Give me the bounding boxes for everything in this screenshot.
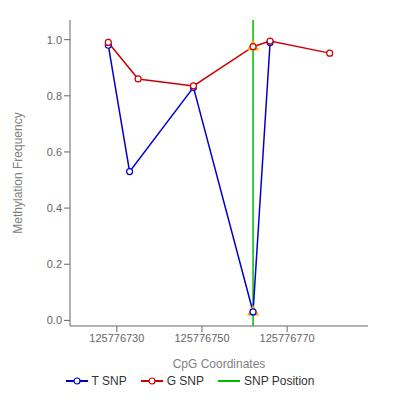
svg-text:125776730: 125776730: [89, 332, 144, 344]
svg-text:0.8: 0.8: [47, 90, 62, 102]
html-text:SNP Position: SNP Position: [244, 374, 315, 388]
svg-text:125776750: 125776750: [174, 332, 229, 344]
svg-text:1.0: 1.0: [47, 34, 62, 46]
svg-text:125776770: 125776770: [260, 332, 315, 344]
html-text:T SNP: T SNP: [91, 374, 127, 388]
html-text:G SNP: G SNP: [166, 374, 204, 388]
svg-text:0.0: 0.0: [47, 314, 62, 326]
svg-text:0.2: 0.2: [47, 258, 62, 270]
svg-text:0.4: 0.4: [47, 202, 62, 214]
svg-text:Methylation Frequency: Methylation Frequency: [11, 112, 25, 233]
svg-text:0.6: 0.6: [47, 146, 62, 158]
svg-text:CpG Coordinates: CpG Coordinates: [173, 357, 266, 371]
